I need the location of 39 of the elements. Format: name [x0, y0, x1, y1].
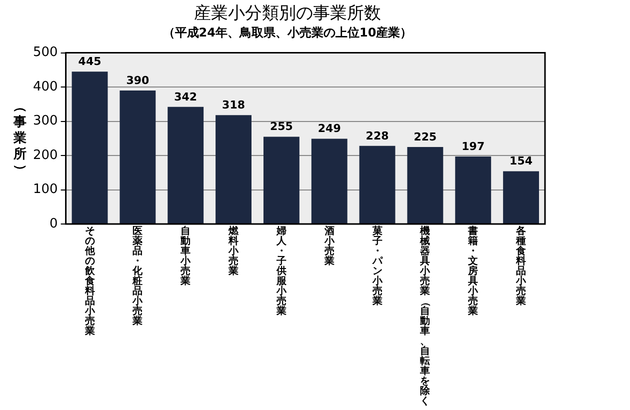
bar	[263, 136, 300, 224]
bar	[120, 90, 156, 224]
chart-title: 産業小分類別の事業所数	[194, 4, 381, 24]
data-label: 228	[366, 129, 389, 142]
category-label: 機械器具小売業（自動車、自転車を除く	[420, 226, 432, 407]
bar	[359, 146, 396, 224]
category-label: 婦人・子供服小売業	[276, 226, 286, 317]
data-label: 318	[222, 98, 246, 112]
chart-subtitle: （平成24年、鳥取県、小売業の上位10産業）	[162, 26, 412, 40]
x-tick-label: 燃料小売業	[227, 226, 240, 277]
bar	[168, 106, 204, 224]
data-label: 154	[510, 154, 533, 168]
data-label: 225	[414, 130, 437, 144]
bar	[455, 156, 492, 224]
y-tick-label: 300	[32, 114, 58, 129]
data-label: 255	[270, 120, 293, 134]
y-tick-label: 400	[32, 79, 58, 94]
data-label: 249	[318, 122, 341, 136]
category-label: 医薬品・化粧品小売業	[132, 226, 143, 327]
y-tick-label: 100	[32, 182, 58, 198]
x-tick-label: 酒小売業	[323, 226, 336, 267]
data-label: 197	[462, 140, 485, 153]
bar	[216, 115, 252, 224]
data-label: 390	[126, 74, 150, 87]
bar	[503, 171, 540, 224]
x-tick-label: 自動車小売業	[179, 226, 192, 287]
bar	[407, 146, 444, 224]
x-tick-label: 菓子・パン小売業	[371, 226, 384, 307]
bar	[72, 72, 108, 224]
data-label: 342	[174, 90, 198, 104]
data-label: 445	[78, 54, 102, 68]
category-label: その他の飲食料品小売業	[84, 226, 95, 337]
category-label: 書籍・文房具小売業	[468, 226, 478, 317]
x-tick-label: 各種食料品小売業	[514, 226, 528, 307]
y-tick-label: 0	[50, 216, 58, 232]
bar	[311, 138, 348, 224]
y-axis-title: （事業所）	[12, 100, 28, 177]
y-tick-label: 500	[32, 45, 58, 60]
y-tick-label: 200	[32, 148, 58, 163]
